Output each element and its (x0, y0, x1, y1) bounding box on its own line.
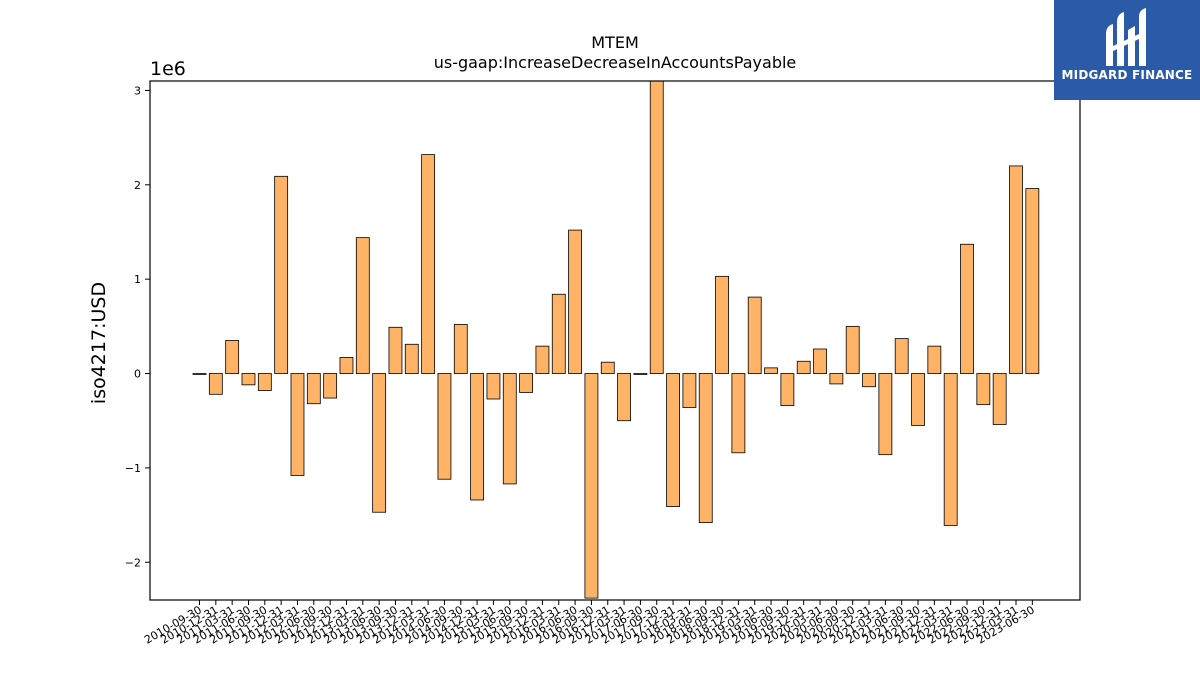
midgard-logo-icon (1106, 8, 1146, 66)
bar (764, 367, 778, 374)
bar (845, 325, 860, 374)
y-tick-label: 0 (134, 368, 141, 381)
brand-logo: MIDGARD FINANCE (1054, 0, 1200, 100)
bar (519, 373, 533, 393)
bar (1009, 165, 1023, 374)
bar (453, 324, 468, 374)
bar (290, 373, 305, 476)
bar (976, 373, 991, 406)
bar (1025, 188, 1040, 374)
plot-frame (149, 80, 1081, 601)
y-tick-label: −1 (125, 462, 141, 475)
bar (568, 229, 582, 374)
bar (502, 373, 517, 485)
y-tick-label: 2 (134, 179, 141, 192)
bar (943, 373, 958, 526)
bar (535, 345, 550, 374)
bar (257, 373, 272, 391)
bar (715, 275, 729, 374)
bar (355, 237, 370, 374)
x-axis: 2010-09-302010-12-312011-03-312011-06-30… (142, 600, 1037, 647)
bar (617, 373, 631, 422)
bar (780, 373, 795, 407)
bars (192, 80, 1040, 599)
brand-name: MIDGARD FINANCE (1061, 68, 1193, 82)
bar (192, 373, 207, 375)
bar (862, 373, 876, 388)
bar (894, 338, 909, 374)
bar (208, 373, 223, 395)
bar (796, 360, 811, 374)
bar (666, 373, 680, 507)
bar (682, 373, 697, 408)
bar (339, 357, 354, 374)
bar (813, 348, 827, 374)
bar (731, 373, 746, 454)
chart-subtitle: us-gaap:IncreaseDecreaseInAccountsPayabl… (434, 53, 797, 72)
y-tick-label: 3 (134, 84, 141, 97)
bar (404, 343, 419, 374)
bar (470, 373, 485, 501)
bar (421, 154, 436, 374)
bar (437, 373, 452, 480)
y-axis-label: iso4217:USD (88, 282, 110, 404)
bar (927, 345, 942, 374)
bar (225, 340, 240, 374)
bar (274, 175, 289, 374)
bar (698, 373, 713, 524)
y-tick-label: −2 (125, 556, 141, 569)
bar (911, 373, 925, 426)
chart-title: MTEM (591, 33, 639, 52)
bar (584, 373, 599, 599)
bar (372, 373, 387, 513)
bar (878, 373, 893, 456)
y-tick-label: 1 (134, 273, 141, 286)
bar (633, 373, 648, 375)
bar (323, 373, 338, 399)
bar (829, 373, 844, 385)
bar (960, 243, 974, 374)
bar (747, 296, 762, 374)
bar (306, 373, 321, 405)
bar (388, 326, 403, 374)
y-axis: −2 −1 0 1 2 3 (125, 84, 150, 569)
bar (992, 373, 1007, 425)
y-scale-label: 1e6 (150, 58, 186, 80)
bar (600, 361, 615, 374)
bar (241, 373, 256, 386)
bar (649, 80, 664, 374)
bar (551, 293, 566, 374)
bar (486, 373, 501, 400)
